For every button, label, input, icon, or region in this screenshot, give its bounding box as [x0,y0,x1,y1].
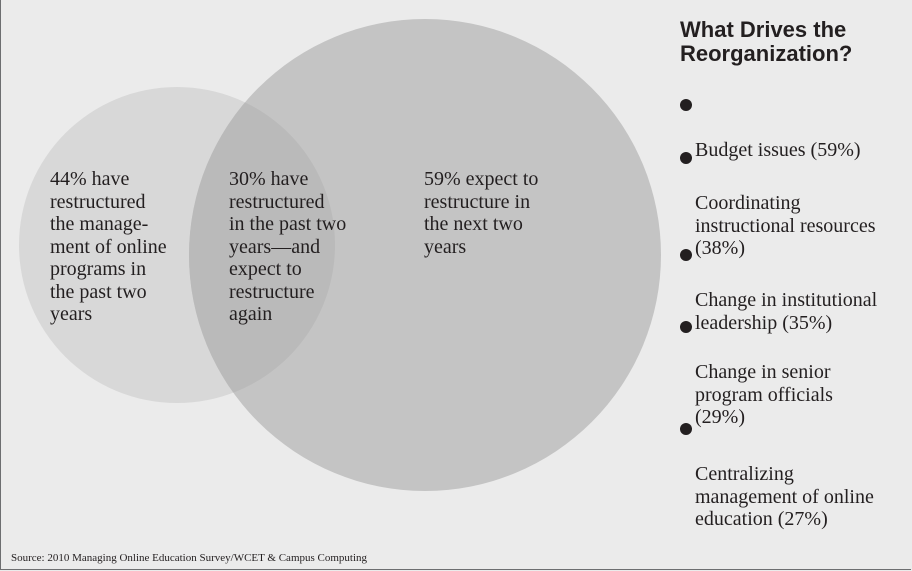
bullet-icon [680,99,692,111]
venn-label-right: 59% expect to restructure in the next tw… [424,168,539,258]
source-note: Source: 2010 Managing Online Education S… [11,552,368,564]
driver-label: Change in senior program officials (29%) [695,361,833,428]
bullet-icon [680,152,692,164]
driver-item-coordinating: Coordinating instructional resources (38… [680,147,912,282]
bullet-icon [680,423,692,435]
driver-item-centralizing: Centralizing management of online educat… [680,418,912,553]
driver-item-officials: Change in senior program officials (29%) [680,316,912,451]
bullet-icon [680,321,692,333]
drivers-title: What Drives the Reorganization? [680,17,853,66]
driver-label: Change in institutional leadership (35%) [695,289,878,334]
venn-label-left: 44% have restructured the manage- ment o… [50,168,167,325]
driver-label: Coordinating instructional resources (38… [695,192,876,259]
drivers-panel: What Drives the Reorganization? Budget i… [680,17,910,530]
venn-label-overlap: 30% have restructured in the past two ye… [229,168,347,325]
driver-label: Budget issues (59%) [695,139,861,161]
venn-circle-right [189,19,661,491]
bullet-icon [680,249,692,261]
driver-item-budget: Budget issues (59%) [680,94,912,184]
driver-item-leadership: Change in institutional leadership (35%) [680,244,912,357]
driver-label: Centralizing management of online educat… [695,463,874,530]
